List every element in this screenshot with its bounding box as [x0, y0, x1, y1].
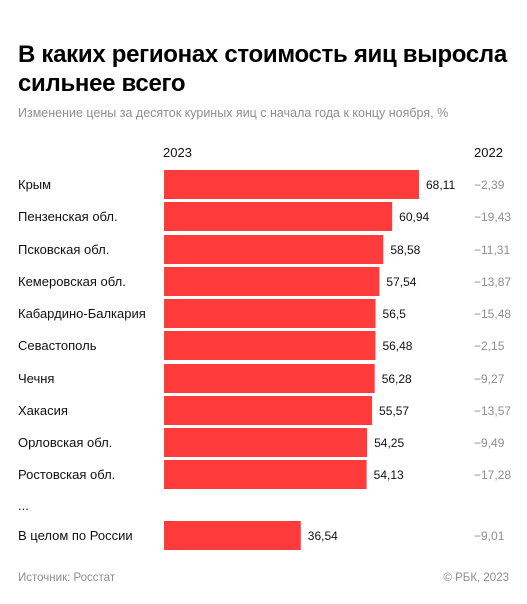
category-label: Севастополь: [18, 338, 97, 353]
bar-2023: [164, 396, 373, 425]
data-label-2022: −19,43: [474, 210, 511, 224]
bar-2023: [164, 235, 384, 264]
category-label: Крым: [18, 177, 51, 192]
data-label-2023: 54,25: [374, 436, 404, 450]
bar-2023: [164, 202, 393, 231]
category-label: Кабардино-Балкария: [18, 306, 146, 321]
category-label: Кемеровская обл.: [18, 274, 126, 289]
data-label-2023: 57,54: [386, 275, 416, 289]
data-label-2023: 56,5: [383, 307, 407, 321]
data-label-2022: −13,87: [474, 275, 511, 289]
category-label: Ростовская обл.: [18, 467, 115, 482]
data-label-2022: −13,57: [474, 404, 511, 418]
chart-title: В каких регионах стоимость яиц выросла с…: [18, 41, 507, 97]
bar-2023: [164, 170, 419, 199]
data-label-2022: −17,28: [474, 468, 511, 482]
data-label-2022: −9,01: [474, 529, 505, 543]
source-note: Источник: Росстат: [18, 572, 116, 584]
data-label-2023: 60,94: [399, 210, 429, 224]
chart-subtitle: Изменение цены за десяток куриных яиц с …: [18, 106, 449, 120]
bar-2023: [164, 460, 367, 489]
bar-2023: [164, 267, 380, 296]
bar-2023: [164, 299, 376, 328]
bar-2023: [164, 364, 375, 393]
data-label-2023: 55,57: [379, 404, 409, 418]
category-label: Орловская обл.: [18, 435, 112, 450]
data-label-2022: −9,49: [474, 436, 505, 450]
data-label-2022: −2,15: [474, 339, 505, 353]
column-header-2023: 2023: [163, 145, 192, 160]
ellipsis-separator: ...: [18, 498, 29, 513]
data-label-2022: −11,31: [474, 243, 510, 257]
data-label-2023: 36,54: [308, 529, 338, 543]
column-header-2022: 2022: [474, 145, 503, 160]
data-label-2023: 58,58: [390, 243, 420, 257]
category-label: Пензенская обл.: [18, 209, 118, 224]
data-label-2022: −15,48: [474, 307, 511, 321]
data-label-2022: −9,27: [474, 372, 505, 386]
data-label-2023: 56,28: [382, 372, 412, 386]
bar-2023: [164, 521, 301, 550]
category-label: Чечня: [18, 371, 54, 386]
bar-2023: [164, 428, 368, 457]
data-label-2023: 68,11: [426, 178, 455, 192]
category-label: Хакасия: [18, 403, 68, 418]
data-label-2022: −2,39: [474, 178, 505, 192]
data-label-2023: 56,48: [382, 339, 412, 353]
category-label: Псковская обл.: [18, 242, 109, 257]
copyright-note: © РБК, 2023: [443, 572, 509, 584]
bar-2023: [164, 331, 376, 360]
data-label-2023: 54,13: [374, 468, 404, 482]
category-label: В целом по России: [18, 528, 133, 543]
